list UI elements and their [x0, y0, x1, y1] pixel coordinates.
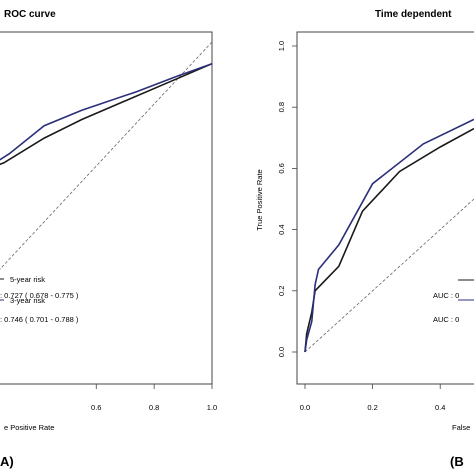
legend-label-3-year: 3-year risk	[10, 296, 45, 305]
panel-b-title: Time dependent	[375, 9, 452, 20]
panel-a-series-3-year-line	[0, 62, 213, 161]
panel-b-ytick-label: 0.8	[277, 102, 286, 112]
panel-b: Time dependent 0.0 0.2 0.4 0.6 0.8 1.0 0.0 0.2…	[255, 9, 474, 469]
panel-a-xtick-label: 1.0	[207, 403, 217, 412]
panel-b-xlabel: False	[452, 423, 470, 432]
panel-b-xtick-label: 0.0	[300, 403, 310, 412]
panel-a-tag: A)	[0, 454, 14, 469]
panel-a-xtick-label: 0.8	[149, 403, 159, 412]
panel-a-xlabel: e Positive Rate	[4, 423, 54, 432]
legend-label-5-year: 5-year risk	[10, 275, 45, 284]
panel-a-plot-frame	[0, 31, 213, 385]
panel-a-series-5-year-line	[0, 62, 213, 166]
panel-b-reference-diagonal	[304, 198, 474, 353]
panel-b-tag: (B	[450, 454, 464, 469]
legend-auc-5-year: : 0.727 ( 0.678 - 0.775 )	[0, 291, 79, 300]
panel-b-plot-frame	[296, 31, 474, 385]
panel-b-ytick-label: 0.2	[277, 286, 286, 296]
panel-a-xtick-label: 0.6	[91, 403, 101, 412]
panel-b-ytick-label: 0.4	[277, 224, 286, 234]
panel-a: ROC curve 0.6 0.8 1.0 5-year risk : 0.727 …	[0, 9, 217, 469]
panel-b-legend: AUC : 0 AUC : 0	[433, 279, 474, 324]
panel-b-ytick-label: 0.0	[277, 347, 286, 357]
panel-a-legend: 5-year risk : 0.727 ( 0.678 - 0.775 ) 3-…	[0, 275, 79, 324]
legend-auc-3-year: : 0.746 ( 0.701 - 0.788 )	[0, 315, 79, 324]
panel-a-reference-diagonal	[0, 41, 213, 270]
panel-b-xtick-label: 0.4	[435, 403, 445, 412]
panel-b-ytick-label: 1.0	[277, 41, 286, 51]
legend-b-auc-2: AUC : 0	[433, 315, 459, 324]
panel-b-series-1-line	[304, 127, 474, 353]
legend-b-auc-1: AUC : 0	[433, 291, 459, 300]
panel-b-series-2-line	[304, 118, 474, 353]
panel-b-ylabel: True Positive Rate	[255, 169, 264, 230]
panel-a-title: ROC curve	[4, 9, 56, 20]
panel-b-ytick-label: 0.6	[277, 163, 286, 173]
panel-b-xtick-label: 0.2	[367, 403, 377, 412]
